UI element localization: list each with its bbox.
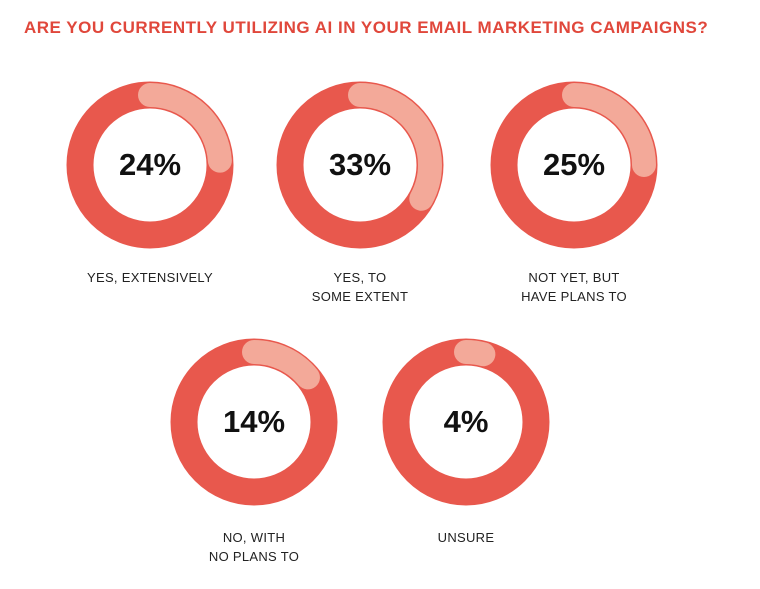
donut-value-label: 25% bbox=[542, 147, 606, 182]
donut-value-label: 14% bbox=[222, 404, 286, 439]
donut-category-label: NO, WITH NO PLANS TO bbox=[208, 530, 300, 564]
donut-4: 14% bbox=[164, 332, 344, 512]
donut-svg bbox=[276, 81, 444, 249]
donut-segment-value bbox=[384, 340, 548, 504]
donut-category-label: NOT YET, BUT HAVE PLANS TO bbox=[521, 270, 627, 304]
donut-category-label: UNSURE bbox=[437, 530, 495, 545]
donut-svg bbox=[490, 81, 658, 249]
donut-2: 33% bbox=[270, 75, 450, 255]
donut-segment-value bbox=[68, 83, 232, 247]
chart-title: ARE YOU CURRENTLY UTILIZING AI IN YOUR E… bbox=[24, 18, 709, 37]
donut-segment-value bbox=[492, 83, 656, 247]
donut-5: 4% bbox=[376, 332, 556, 512]
donut-category-label: YES, EXTENSIVELY bbox=[87, 270, 213, 285]
donut-svg bbox=[66, 81, 234, 249]
donut-svg bbox=[170, 338, 338, 506]
donut-svg bbox=[382, 338, 550, 506]
donut-category-label: YES, TO SOME EXTENT bbox=[311, 270, 409, 304]
donut-3: 25% bbox=[484, 75, 664, 255]
donut-value-label: 33% bbox=[328, 147, 392, 182]
donut-value-label: 24% bbox=[118, 147, 182, 182]
donut-segment-value bbox=[172, 340, 336, 504]
donut-1: 24% bbox=[60, 75, 240, 255]
donut-segment-value bbox=[278, 83, 442, 247]
donut-value-label: 4% bbox=[443, 404, 489, 439]
